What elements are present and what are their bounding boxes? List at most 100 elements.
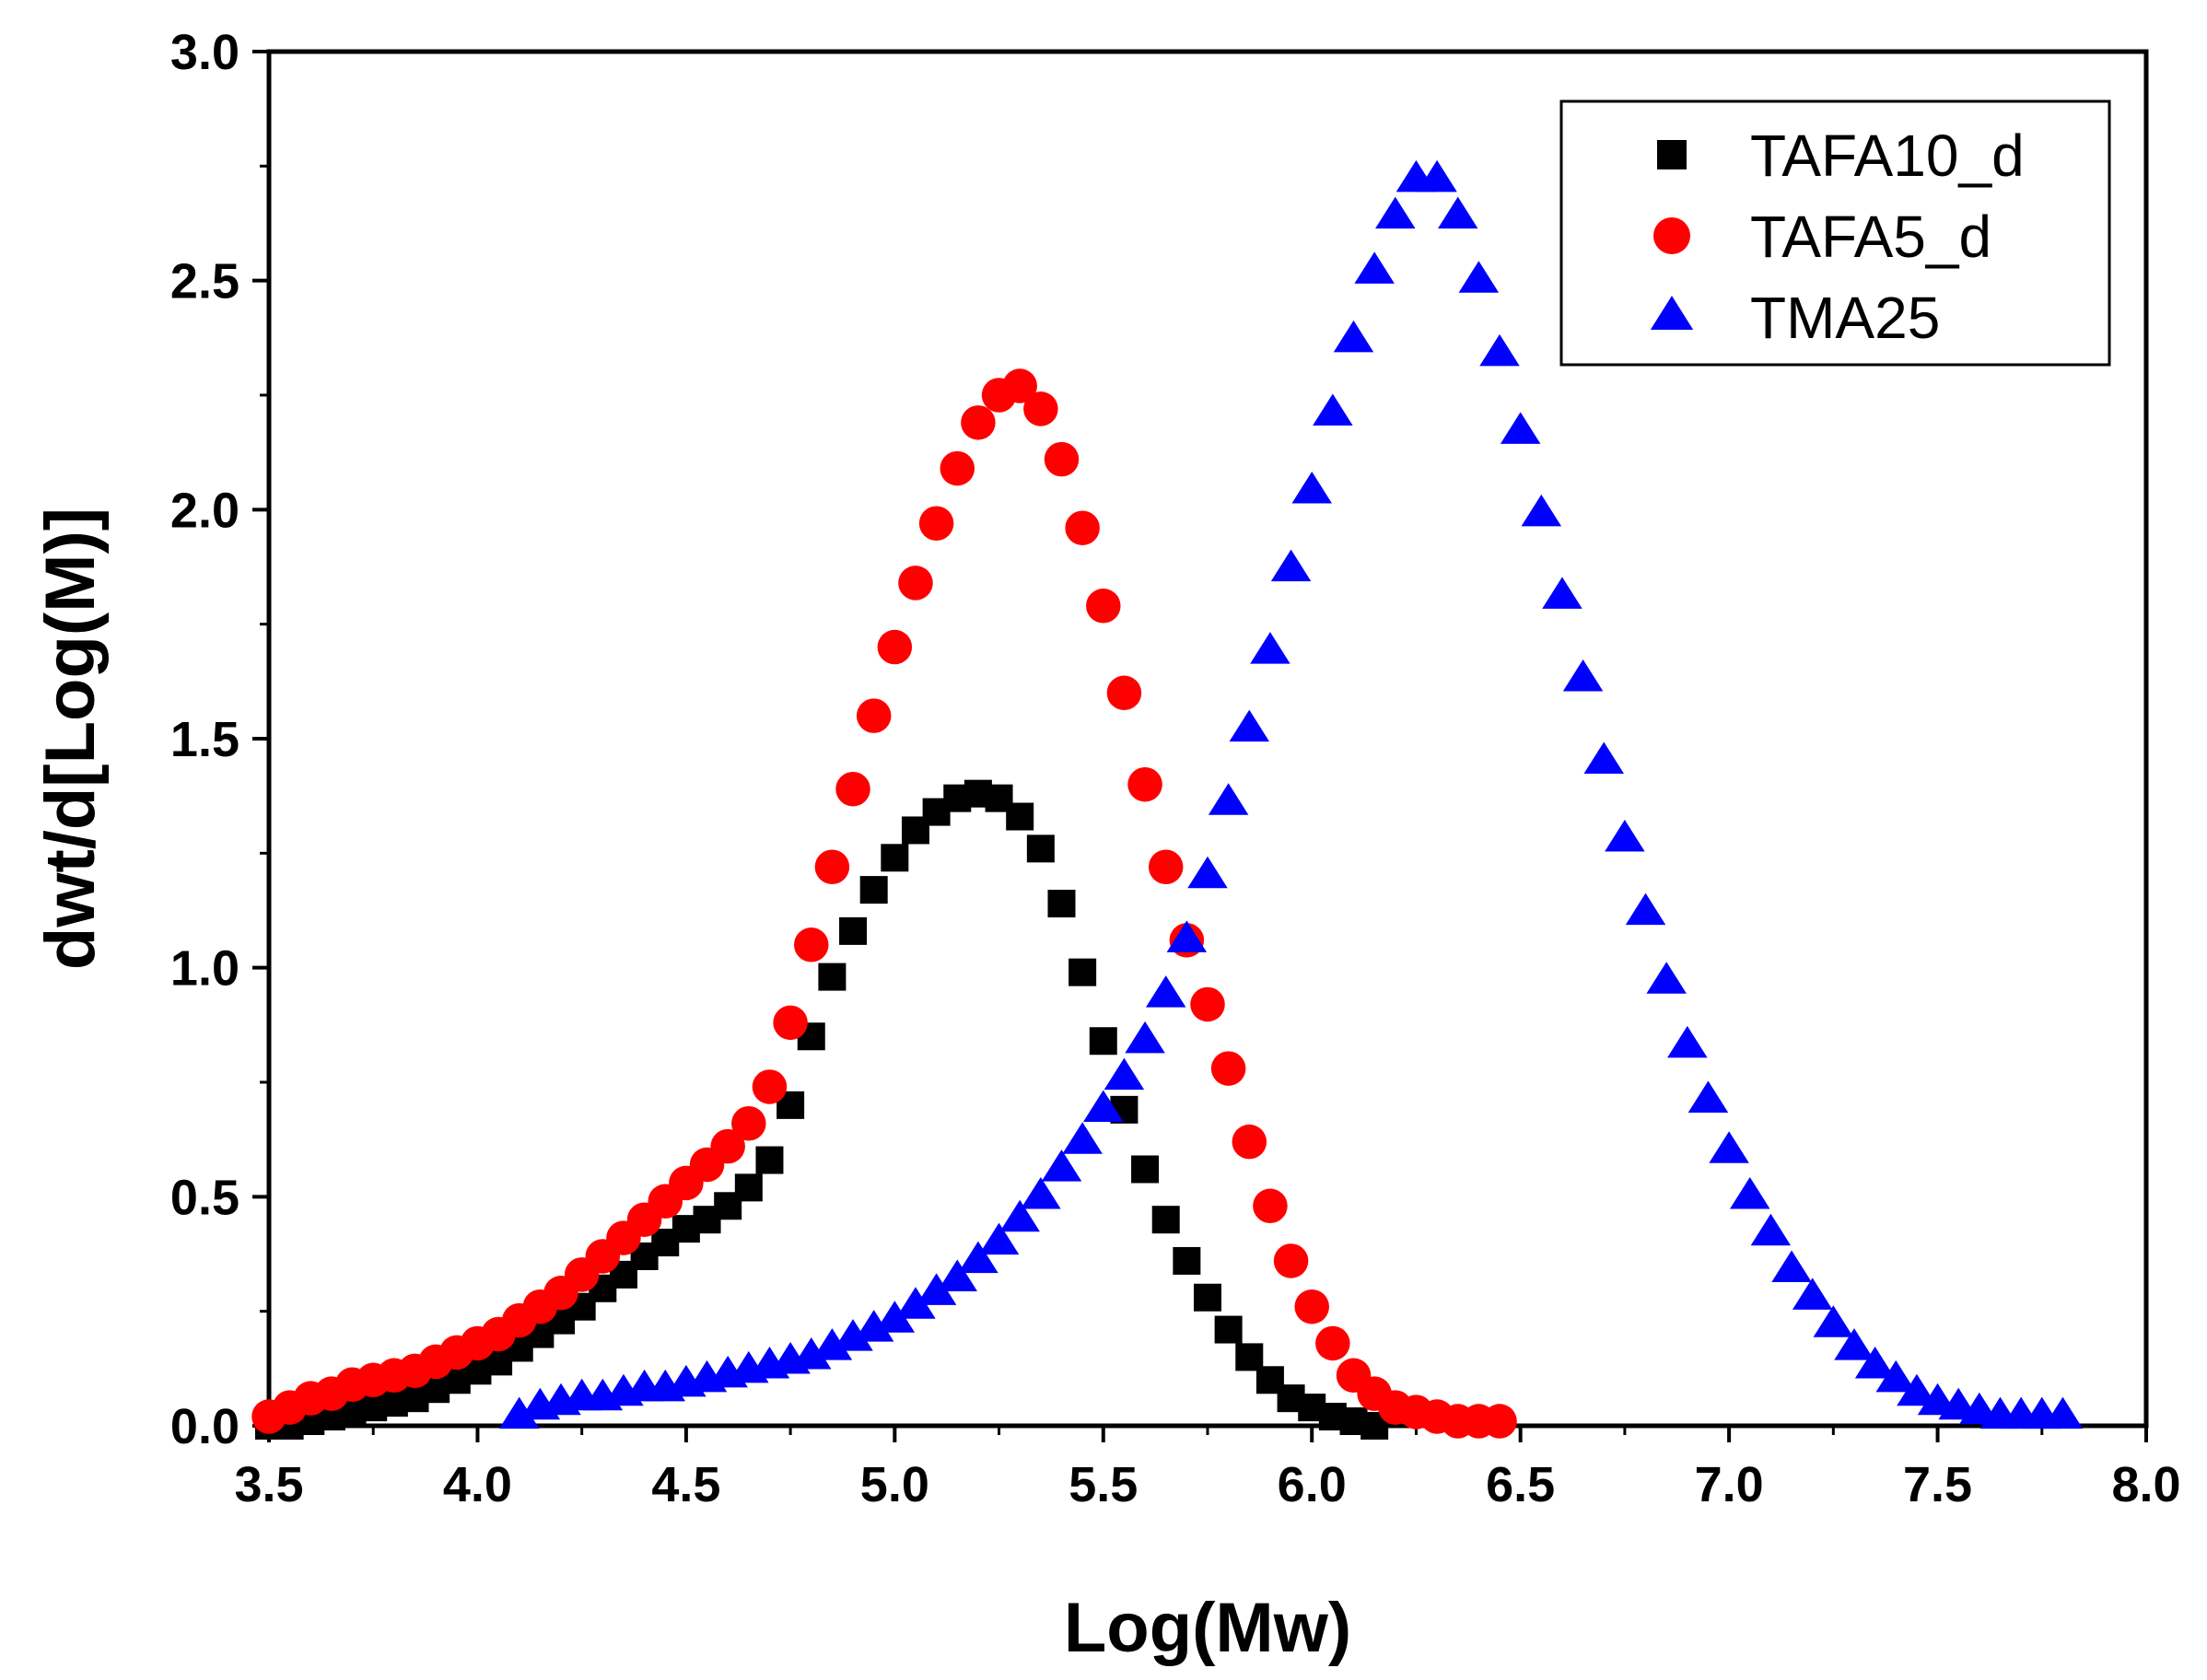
data-point bbox=[1002, 368, 1037, 403]
y-axis-ticks: 0.0 0.5 1.0 1.5 2.0 2.5 3.0 bbox=[170, 25, 269, 1454]
x-tick-label: 4.0 bbox=[443, 1457, 512, 1512]
data-point bbox=[833, 1319, 873, 1351]
data-point bbox=[835, 771, 870, 807]
data-point bbox=[1315, 1325, 1350, 1361]
data-point bbox=[498, 1396, 540, 1429]
data-point bbox=[1026, 834, 1055, 863]
x-tick-label: 5.5 bbox=[1068, 1457, 1138, 1512]
data-point bbox=[773, 1005, 808, 1041]
data-point bbox=[710, 1128, 745, 1164]
data-point bbox=[1562, 659, 1604, 692]
data-point bbox=[1047, 890, 1076, 918]
data-point bbox=[1006, 802, 1034, 831]
legend-label: TMA25 bbox=[1750, 285, 1940, 351]
x-tick-label: 5.0 bbox=[860, 1457, 929, 1512]
data-point bbox=[1173, 1246, 1201, 1275]
data-point bbox=[839, 916, 868, 945]
data-point bbox=[1166, 920, 1208, 952]
data-point bbox=[1208, 783, 1249, 815]
data-point bbox=[1190, 986, 1225, 1022]
data-point bbox=[1148, 849, 1184, 885]
x-tick-label: 6.5 bbox=[1486, 1457, 1555, 1512]
data-point bbox=[1089, 1027, 1117, 1056]
data-point bbox=[1667, 1025, 1708, 1058]
data-point bbox=[1104, 1057, 1145, 1091]
data-point bbox=[812, 1328, 853, 1360]
legend-box bbox=[1559, 99, 2111, 367]
data-point bbox=[1687, 1080, 1729, 1114]
data-point bbox=[731, 1106, 766, 1141]
x-tick-label: 6.0 bbox=[1278, 1457, 1347, 1512]
data-point bbox=[1253, 1188, 1288, 1224]
data-point bbox=[1023, 391, 1058, 426]
data-point bbox=[1065, 510, 1100, 545]
data-point bbox=[1086, 589, 1121, 624]
data-point bbox=[791, 1337, 832, 1370]
series-layer bbox=[251, 159, 2084, 1440]
data-point bbox=[1605, 820, 1645, 852]
data-point bbox=[999, 1199, 1040, 1232]
y-tick-label: 0.5 bbox=[170, 1170, 239, 1225]
data-point bbox=[961, 405, 996, 440]
legend: TAFA10_d TAFA5_d TMA25 bbox=[1559, 99, 2111, 367]
y-tick-label: 0.0 bbox=[170, 1399, 239, 1454]
legend-label: TAFA10_d bbox=[1750, 122, 2025, 189]
x-axis-title: Log(Mw) bbox=[1064, 1589, 1351, 1667]
data-point bbox=[877, 629, 913, 665]
x-tick-label: 8.0 bbox=[2111, 1457, 2180, 1512]
data-point bbox=[1041, 1149, 1082, 1182]
data-point bbox=[1417, 159, 1457, 192]
series-TMA25 bbox=[498, 159, 2084, 1429]
data-point bbox=[978, 1222, 1020, 1255]
data-point bbox=[940, 450, 975, 486]
data-point bbox=[937, 1259, 978, 1291]
data-point bbox=[1625, 892, 1666, 926]
data-point bbox=[1194, 1283, 1221, 1312]
data-point bbox=[1500, 412, 1541, 444]
data-point bbox=[1771, 1250, 1812, 1283]
y-tick-label: 1.5 bbox=[170, 712, 239, 767]
data-point bbox=[1521, 494, 1562, 527]
data-point bbox=[958, 1241, 998, 1274]
data-point bbox=[1875, 1359, 1917, 1393]
data-point bbox=[898, 566, 933, 601]
data-point bbox=[881, 844, 909, 872]
data-point bbox=[814, 849, 850, 885]
data-point bbox=[1813, 1305, 1854, 1337]
x-tick-label: 3.5 bbox=[234, 1457, 303, 1512]
data-point bbox=[1232, 1124, 1267, 1160]
data-point bbox=[1291, 472, 1332, 504]
x-axis-ticks: 3.5 4.0 4.5 5.0 5.5 6.0 6.5 7.0 7.5 8.0 bbox=[234, 1426, 2181, 1512]
data-point bbox=[1479, 333, 1520, 367]
data-point bbox=[916, 1273, 957, 1305]
data-point bbox=[1145, 975, 1186, 1008]
data-point bbox=[895, 1287, 936, 1319]
x-tick-label: 4.5 bbox=[651, 1457, 720, 1512]
x-tick-label: 7.0 bbox=[1695, 1457, 1764, 1512]
data-point bbox=[1214, 1315, 1243, 1344]
data-point bbox=[1127, 766, 1162, 802]
data-point bbox=[1482, 1404, 1517, 1439]
data-point bbox=[918, 506, 954, 542]
data-point bbox=[853, 1310, 894, 1342]
legend-marker-circle bbox=[1653, 217, 1690, 254]
series-TAFA5_d bbox=[251, 368, 1517, 1439]
y-tick-label: 2.0 bbox=[170, 483, 239, 538]
y-tick-label: 3.0 bbox=[170, 25, 239, 80]
data-point bbox=[1458, 261, 1500, 293]
y-axis-title: dwt/d[Log(M)] bbox=[31, 508, 110, 970]
data-point bbox=[1131, 1155, 1160, 1184]
data-point bbox=[1044, 441, 1080, 477]
data-point bbox=[1068, 958, 1097, 986]
data-point bbox=[874, 1301, 916, 1333]
data-point bbox=[1062, 1122, 1103, 1154]
data-point bbox=[1250, 632, 1290, 664]
y-tick-label: 2.5 bbox=[170, 254, 239, 309]
data-point bbox=[1210, 1051, 1246, 1086]
y-tick-label: 1.0 bbox=[170, 941, 239, 997]
data-point bbox=[1125, 1021, 1165, 1054]
data-point bbox=[755, 1146, 784, 1174]
data-point bbox=[1542, 577, 1582, 609]
data-point bbox=[1854, 1346, 1896, 1379]
